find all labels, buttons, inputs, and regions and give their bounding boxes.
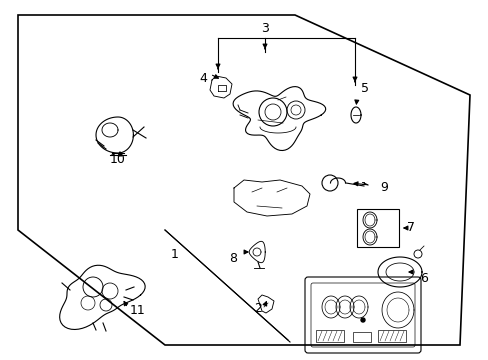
Text: 4: 4	[199, 72, 206, 85]
Bar	[377, 330, 405, 342]
Text: 6: 6	[419, 271, 427, 284]
Text: 5: 5	[360, 81, 368, 94]
Text: 11: 11	[130, 303, 145, 316]
Bar	[352, 332, 370, 342]
Text: 10: 10	[110, 153, 126, 166]
Text: 9: 9	[379, 181, 387, 194]
Circle shape	[360, 318, 364, 322]
Bar	[315, 330, 343, 342]
Text: 1: 1	[171, 248, 179, 261]
Bar	[356, 209, 398, 247]
Text: 7: 7	[406, 221, 414, 234]
Text: 3: 3	[261, 22, 268, 35]
Text: 2: 2	[254, 301, 262, 315]
Text: 8: 8	[228, 252, 237, 265]
